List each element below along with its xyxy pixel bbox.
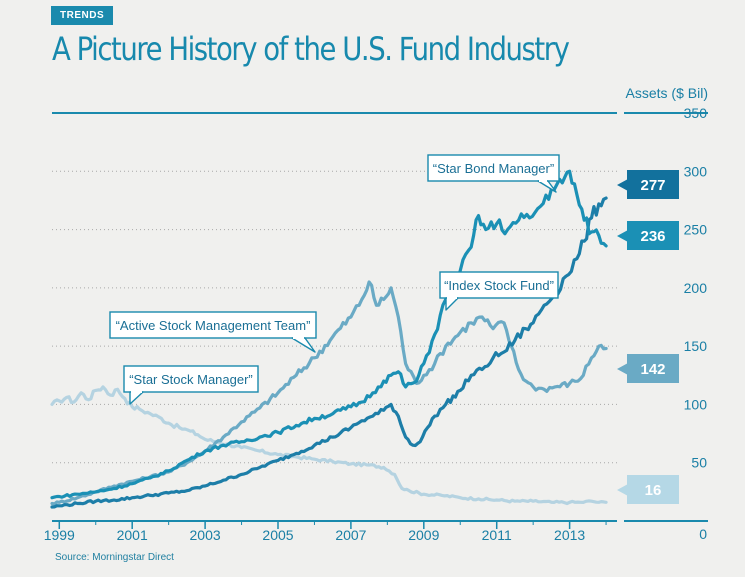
end-value-tag: 277 (617, 170, 679, 199)
annotation-tail (445, 297, 459, 311)
annotation-box (439, 271, 559, 299)
x-tick-label: 2013 (554, 527, 585, 543)
end-value-label: 142 (640, 361, 665, 378)
end-value-pointer (617, 363, 628, 375)
annotation-tail (537, 180, 557, 193)
y-tick-label: 250 (684, 222, 708, 238)
end-value-box (627, 475, 679, 504)
annotation-callout: “Star Bond Manager” (427, 154, 560, 193)
y-tick-label: 300 (684, 163, 708, 179)
page-title: A Picture History of the U.S. Fund Indus… (52, 30, 570, 68)
end-value-pointer (617, 179, 628, 191)
end-value-box (627, 221, 679, 250)
series-line-star-bond-manager (50, 169, 608, 500)
y-tick-label: 50 (691, 455, 707, 471)
annotation-text: “Star Stock Manager” (129, 372, 253, 387)
x-tick-label: 2011 (482, 527, 512, 543)
y-axis-title: Assets ($ Bil) (626, 85, 708, 101)
end-value-tag: 16 (617, 475, 679, 504)
annotation-tail (291, 337, 316, 353)
trends-tag: TRENDS (51, 6, 114, 25)
annotation-tail (129, 391, 144, 405)
x-tick-label: 2005 (262, 527, 293, 543)
end-value-pointer (617, 484, 628, 496)
x-tick-label: 2007 (335, 527, 366, 543)
y-tick-label: 0 (699, 526, 707, 542)
end-value-label: 277 (640, 177, 665, 194)
y-tick-label: 150 (684, 338, 708, 354)
annotation-text: “Active Stock Management Team” (116, 318, 311, 333)
end-value-box (627, 170, 679, 199)
end-value-tag: 142 (617, 354, 679, 383)
end-value-pointer (617, 230, 628, 242)
annotation-callout: “Active Stock Management Team” (109, 311, 317, 353)
x-tick-label: 1999 (44, 527, 75, 543)
series-line-index-stock-fund (50, 196, 608, 509)
source-note: Source: Morningstar Direct (55, 552, 174, 563)
y-tick-label: 100 (684, 396, 708, 412)
series-line-star-stock-manager (50, 385, 608, 506)
annotation-text: “Index Stock Fund” (444, 278, 554, 293)
x-tick-label: 2001 (117, 527, 148, 543)
end-value-label: 236 (640, 228, 665, 245)
y-tick-label: 200 (684, 280, 708, 296)
x-tick-label: 2003 (190, 527, 221, 543)
end-value-box (627, 354, 679, 383)
annotation-box (427, 154, 560, 182)
x-tick-label: 2009 (408, 527, 439, 543)
annotation-box (109, 311, 317, 339)
end-value-tag: 236 (617, 221, 679, 250)
annotation-box (123, 365, 259, 393)
y-tick-label: 350 (684, 105, 708, 121)
annotation-callout: “Index Stock Fund” (439, 271, 559, 311)
end-value-label: 16 (645, 482, 662, 499)
annotation-text: “Star Bond Manager” (433, 161, 554, 176)
annotation-callout: “Star Stock Manager” (123, 365, 259, 405)
